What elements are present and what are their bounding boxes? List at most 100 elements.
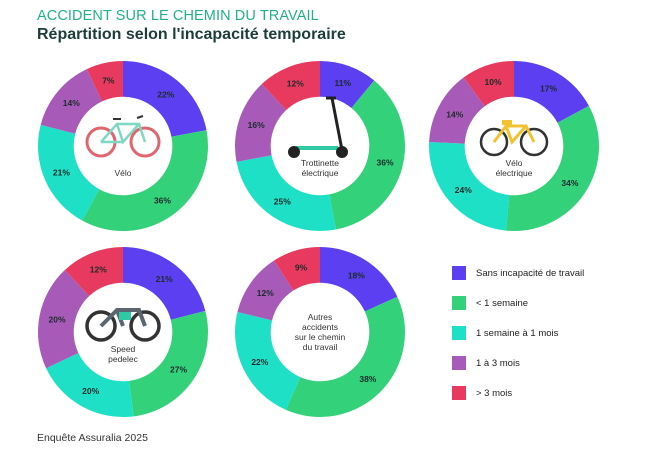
donut-slice [234, 84, 287, 162]
donut-slice [129, 310, 208, 417]
legend-label: < 1 semaine [476, 297, 529, 309]
donut-center-label: du travail [303, 342, 338, 352]
slice-value-label: 14% [63, 98, 80, 108]
scooter-icon [288, 96, 348, 158]
legend-item-1-a-3-mois: 1 à 3 mois [452, 348, 642, 378]
donut-slice [320, 247, 398, 312]
donut-slice [429, 141, 510, 231]
slice-value-label: 16% [248, 120, 265, 130]
frame [100, 122, 147, 145]
slice-value-label: 17% [540, 83, 557, 93]
donut-slice [236, 155, 336, 231]
seat-handlebar [113, 115, 144, 120]
chart-title: ACCIDENT SUR LE CHEMIN DU TRAVAIL [37, 8, 319, 24]
slice-value-label: 36% [154, 195, 171, 205]
donut-center-label: pedelec [108, 354, 139, 364]
legend-label: Sans incapacité de travail [476, 267, 585, 279]
donut-slice [64, 247, 123, 297]
donut-center-label: sur le chemin [295, 332, 346, 342]
legend-item-1-semaine-1-mois: 1 semaine à 1 mois [452, 318, 642, 348]
bicycle-icon [85, 115, 161, 158]
donut-slice [463, 61, 514, 107]
donut-slice [38, 270, 90, 369]
legend-label: > 3 mois [476, 387, 513, 399]
slice-value-label: 25% [274, 197, 291, 207]
slice-value-label: 21% [156, 274, 173, 284]
donut-slice [235, 311, 301, 410]
donut-hole [74, 283, 172, 381]
wheel-front [129, 126, 161, 158]
slice-value-label: 21% [53, 168, 70, 178]
donut-slice [82, 130, 208, 231]
donut-hole [271, 283, 369, 381]
donut-slice [505, 105, 599, 231]
slice-value-label: 24% [455, 185, 472, 195]
slice-value-label: 20% [49, 314, 66, 324]
donut-slice [429, 77, 485, 144]
donut-slice [123, 61, 207, 137]
wheel-back [288, 146, 300, 158]
donut-hole [465, 97, 563, 195]
donut-center-label: Vélo [505, 158, 522, 168]
donut-slice [46, 352, 134, 418]
legend: Sans incapacité de travail < 1 semaine 1… [452, 258, 642, 408]
frame [492, 124, 536, 145]
donut-center-label: Speed [111, 344, 136, 354]
donut-chart: 22% 36% 21% 14% 7% Vélo [38, 61, 208, 231]
donut-hole [74, 97, 172, 195]
legend-item-sans-incapacite: Sans incapacité de travail [452, 258, 642, 288]
legend-swatch [452, 386, 466, 400]
donut-slice [237, 260, 294, 321]
slice-value-label: 22% [157, 89, 174, 99]
slice-value-label: 38% [359, 374, 376, 384]
legend-label: 1 à 3 mois [476, 357, 520, 369]
source-note: Enquête Assuralia 2025 [37, 432, 148, 444]
chart-subtitle: Répartition selon l'incapacité temporair… [37, 26, 346, 43]
slice-value-label: 12% [257, 288, 274, 298]
donut-center-label: Trottinette [301, 158, 339, 168]
wheel-front [129, 310, 161, 342]
slice-value-label: 22% [251, 357, 268, 367]
legend-item-moins-1-semaine: < 1 semaine [452, 288, 642, 318]
donut-slice [123, 247, 206, 320]
wheel-back [85, 310, 117, 342]
donut-center-label: Vélo [114, 168, 131, 178]
slice-value-label: 12% [90, 265, 107, 275]
legend-swatch [452, 266, 466, 280]
legend-swatch [452, 326, 466, 340]
wheel-front [519, 127, 549, 157]
donut-slice [261, 61, 320, 111]
donut-center-label: électrique [302, 168, 339, 178]
wheel-back [479, 127, 509, 157]
legend-swatch [452, 296, 466, 310]
slice-value-label: 27% [170, 365, 187, 375]
legend-swatch [452, 356, 466, 370]
battery [119, 312, 131, 320]
donut-slice [285, 296, 405, 417]
slice-value-label: 14% [446, 109, 463, 119]
slice-value-label: 11% [334, 78, 351, 88]
donut-slice [86, 61, 123, 102]
legend-item-plus-3-mois: > 3 mois [452, 378, 642, 408]
slice-value-label: 7% [102, 75, 115, 85]
donut-slice [40, 69, 103, 134]
slice-value-label: 20% [82, 386, 99, 396]
ebike-icon [479, 120, 549, 157]
wheel-front [336, 146, 348, 158]
donut-slice [38, 124, 100, 221]
slice-value-label: 34% [561, 178, 578, 188]
slice-value-label: 36% [377, 158, 394, 168]
donut-center-label: Autres [308, 312, 333, 322]
donut-slice [274, 247, 320, 291]
slice-value-label: 10% [485, 77, 502, 87]
donut-slice [329, 80, 405, 230]
slice-value-label: 12% [287, 79, 304, 89]
donut-center-label: électrique [496, 168, 533, 178]
stem [330, 97, 344, 151]
battery [502, 120, 512, 125]
